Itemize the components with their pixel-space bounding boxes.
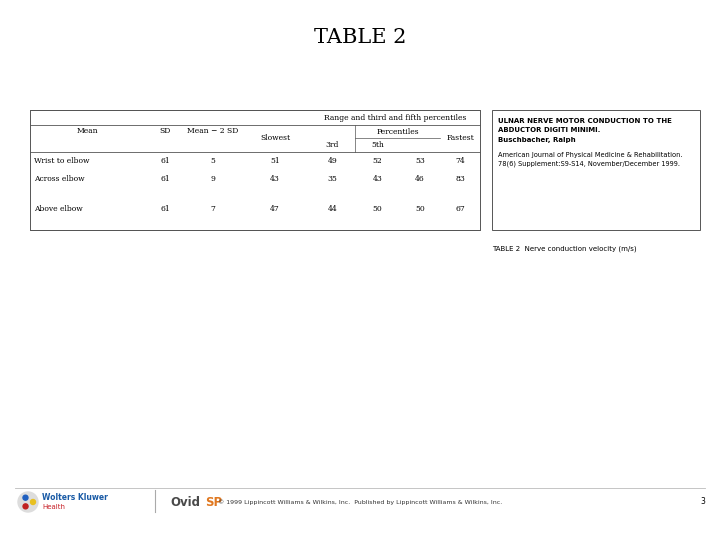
Text: Ovid: Ovid — [170, 496, 200, 509]
Circle shape — [18, 492, 38, 512]
Text: Health: Health — [42, 504, 65, 510]
Bar — [492, 110, 700, 230]
Text: Fastest: Fastest — [446, 134, 474, 143]
Text: 53: 53 — [415, 157, 425, 165]
Text: ULNAR NERVE MOTOR CONDUCTION TO THE: ULNAR NERVE MOTOR CONDUCTION TO THE — [498, 118, 672, 124]
Text: 49: 49 — [328, 157, 338, 165]
Text: ABDUCTOR DIGITI MINIMI.: ABDUCTOR DIGITI MINIMI. — [498, 127, 600, 133]
Text: 9: 9 — [210, 175, 215, 183]
Text: 52: 52 — [373, 157, 382, 165]
Text: Slowest: Slowest — [260, 134, 290, 143]
Text: 50: 50 — [415, 205, 425, 213]
Text: Mean − 2 SD: Mean − 2 SD — [186, 127, 238, 135]
Text: Mean: Mean — [77, 127, 99, 135]
Text: © 1999 Lippincott Williams & Wilkins, Inc.  Published by Lippincott Williams & W: © 1999 Lippincott Williams & Wilkins, In… — [218, 499, 502, 505]
Text: 61: 61 — [160, 205, 170, 213]
Text: American Journal of Physical Medicine & Rehabilitation.
78(6) Supplement:S9-S14,: American Journal of Physical Medicine & … — [498, 152, 683, 167]
Text: 61: 61 — [160, 157, 170, 165]
Text: 61: 61 — [160, 175, 170, 183]
Text: 74: 74 — [455, 157, 465, 165]
Text: 35: 35 — [328, 175, 338, 183]
Text: Wolters Kluwer: Wolters Kluwer — [42, 494, 108, 503]
Text: Wrist to elbow: Wrist to elbow — [34, 157, 89, 165]
Text: 67: 67 — [455, 205, 465, 213]
Text: 5: 5 — [210, 157, 215, 165]
Text: Range and third and fifth percentiles: Range and third and fifth percentiles — [324, 113, 466, 122]
Text: 43: 43 — [372, 175, 382, 183]
Circle shape — [23, 495, 28, 500]
Text: 3: 3 — [700, 497, 705, 507]
Circle shape — [30, 500, 35, 504]
Text: TABLE 2: TABLE 2 — [314, 28, 406, 47]
Text: SD: SD — [159, 127, 171, 135]
Text: 3rd: 3rd — [326, 141, 339, 149]
Circle shape — [23, 504, 28, 509]
Text: Above elbow: Above elbow — [34, 205, 83, 213]
Text: 51: 51 — [270, 157, 280, 165]
Text: 83: 83 — [455, 175, 465, 183]
Text: 5th: 5th — [371, 141, 384, 149]
Text: 46: 46 — [415, 175, 425, 183]
Text: Buschbacher, Ralph: Buschbacher, Ralph — [498, 137, 575, 143]
Text: 47: 47 — [270, 205, 280, 213]
Text: 44: 44 — [328, 205, 338, 213]
Text: 50: 50 — [373, 205, 382, 213]
Text: 43: 43 — [270, 175, 280, 183]
Bar — [30, 110, 480, 230]
Text: Percentiles: Percentiles — [376, 127, 419, 136]
Text: SP: SP — [205, 496, 222, 509]
Text: Across elbow: Across elbow — [34, 175, 85, 183]
Text: TABLE 2  Nerve conduction velocity (m/s): TABLE 2 Nerve conduction velocity (m/s) — [492, 245, 636, 252]
Text: 7: 7 — [210, 205, 215, 213]
